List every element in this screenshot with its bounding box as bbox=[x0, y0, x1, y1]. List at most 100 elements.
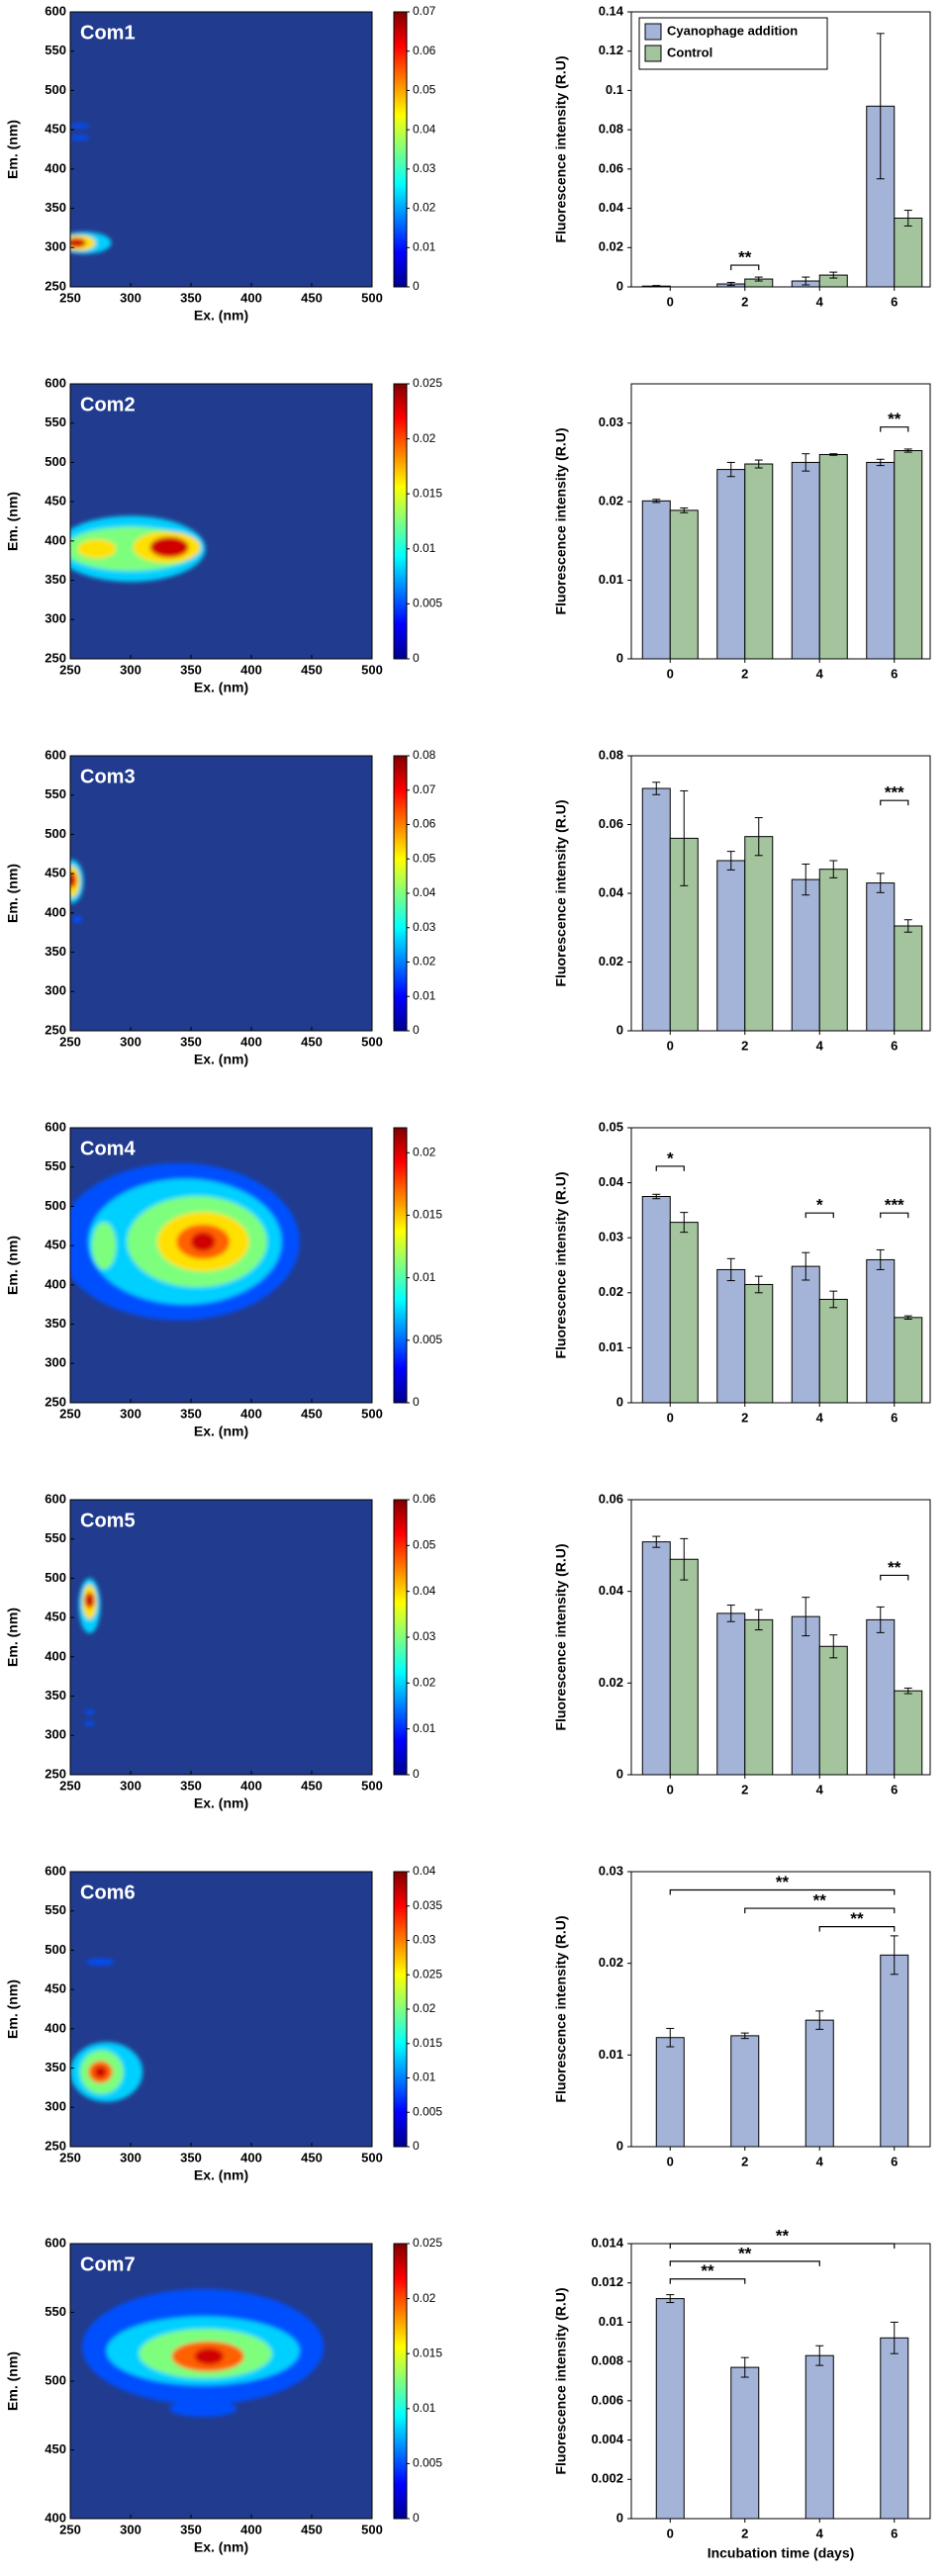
component-label: Com1 bbox=[80, 22, 136, 44]
bar-y-tick-label: 0 bbox=[616, 1022, 623, 1037]
bar-y-tick-label: 0 bbox=[616, 1766, 623, 1781]
eem-blob bbox=[94, 2066, 107, 2078]
bar-y-tick-label: 0 bbox=[616, 278, 623, 293]
bar-y-axis-title: Fluorescence intensity (R.U) bbox=[553, 2287, 569, 2474]
significance-bracket bbox=[804, 1212, 834, 1219]
bar bbox=[744, 1283, 774, 1404]
bar-y-tick-label: 0.14 bbox=[599, 3, 624, 18]
map-y-tick-label: 550 bbox=[45, 2304, 66, 2319]
colorbar-tick-label: 0.02 bbox=[413, 431, 436, 445]
colorbar-tick-label: 0.01 bbox=[413, 2401, 436, 2415]
colorbar-tick-label: 0.02 bbox=[413, 1676, 436, 1690]
colorbar-tick-label: 0.01 bbox=[413, 1270, 436, 1284]
colorbar bbox=[393, 1871, 408, 2148]
bar-chart-frame bbox=[630, 383, 931, 660]
significance-label: ** bbox=[738, 2244, 752, 2262]
bar-x-tick-label: 0 bbox=[667, 1038, 674, 1053]
bar-x-tick-label: 0 bbox=[667, 1410, 674, 1425]
bar-x-tick-label: 6 bbox=[891, 1410, 898, 1425]
bar-x-tick-label: 0 bbox=[667, 2154, 674, 2168]
map-x-tick-label: 500 bbox=[361, 1034, 383, 1049]
colorbar-tick-label: 0.01 bbox=[413, 239, 436, 253]
map-y-tick-label: 400 bbox=[45, 160, 66, 175]
map-x-tick-label: 500 bbox=[361, 1406, 383, 1421]
eem-blob bbox=[149, 536, 189, 558]
bar bbox=[894, 218, 923, 288]
colorbar-tick-label: 0.01 bbox=[413, 1721, 436, 1735]
map-y-axis-title: Em. (nm) bbox=[5, 120, 21, 179]
bar-y-axis-title: Fluorescence intensity (R.U) bbox=[553, 799, 569, 986]
bar bbox=[818, 453, 848, 660]
bar bbox=[641, 1541, 671, 1776]
colorbar bbox=[393, 1127, 408, 1404]
colorbar-tick-label: 0 bbox=[413, 2511, 420, 2525]
colorbar-tick-label: 0.02 bbox=[413, 2001, 436, 2015]
bar bbox=[818, 1645, 848, 1776]
bar-x-tick-label: 0 bbox=[667, 666, 674, 681]
eem-map-blobs bbox=[70, 1162, 300, 1321]
bar-y-tick-label: 0.12 bbox=[599, 43, 623, 57]
map-y-tick-label: 350 bbox=[45, 944, 66, 959]
eem-map-background bbox=[70, 756, 372, 1031]
bar bbox=[880, 2337, 909, 2520]
bar-y-tick-label: 0.01 bbox=[599, 2047, 623, 2062]
map-x-tick-label: 300 bbox=[120, 662, 142, 677]
bar-x-tick-label: 2 bbox=[741, 2154, 748, 2168]
map-x-tick-label: 250 bbox=[59, 290, 81, 305]
bar-x-tick-label: 2 bbox=[741, 666, 748, 681]
significance-label: *** bbox=[885, 1196, 904, 1215]
bar-y-tick-label: 0.01 bbox=[599, 2314, 623, 2329]
map-y-tick-label: 500 bbox=[45, 454, 66, 469]
bar bbox=[716, 469, 746, 660]
colorbar-tick-label: 0.06 bbox=[413, 44, 436, 57]
map-x-tick-label: 350 bbox=[180, 2150, 202, 2164]
bar-y-tick-label: 0.002 bbox=[591, 2471, 623, 2486]
bar-x-tick-label: 2 bbox=[741, 2526, 748, 2540]
eem-map-background bbox=[70, 1500, 372, 1775]
map-x-tick-label: 300 bbox=[120, 1778, 142, 1793]
component-label: Com7 bbox=[80, 2254, 136, 2275]
eem-blob bbox=[70, 135, 90, 140]
map-y-tick-label: 450 bbox=[45, 494, 66, 508]
map-x-tick-label: 350 bbox=[180, 662, 202, 677]
map-y-tick-label: 350 bbox=[45, 1688, 66, 1702]
bar-y-tick-label: 0.03 bbox=[599, 1230, 623, 1244]
colorbar-tick-label: 0.01 bbox=[413, 541, 436, 555]
bar bbox=[669, 1222, 699, 1404]
eem-map-frame bbox=[69, 1127, 373, 1404]
significance-bracket bbox=[669, 1888, 896, 1895]
bar-x-tick-label: 4 bbox=[816, 666, 824, 681]
bar-y-axis-title: Fluorescence intensity (R.U) bbox=[553, 1543, 569, 1730]
map-x-tick-label: 500 bbox=[361, 662, 383, 677]
bar bbox=[655, 2037, 685, 2148]
map-x-tick-label: 350 bbox=[180, 290, 202, 305]
significance-bracket bbox=[880, 426, 909, 432]
map-y-tick-label: 600 bbox=[45, 1491, 66, 1506]
bar-x-tick-label: 2 bbox=[741, 1038, 748, 1053]
map-x-tick-label: 300 bbox=[120, 1406, 142, 1421]
map-x-tick-label: 350 bbox=[180, 2522, 202, 2536]
significance-bracket bbox=[744, 1907, 896, 1914]
eem-map-background bbox=[70, 1872, 372, 2147]
map-y-tick-label: 550 bbox=[45, 1158, 66, 1173]
bar-y-tick-label: 0.02 bbox=[599, 239, 623, 254]
bar bbox=[866, 1618, 896, 1776]
map-y-tick-label: 550 bbox=[45, 786, 66, 801]
map-y-tick-label: 400 bbox=[45, 2510, 66, 2525]
bar-x-tick-label: 0 bbox=[667, 2526, 674, 2540]
bar bbox=[866, 461, 896, 660]
map-y-tick-label: 400 bbox=[45, 1276, 66, 1291]
map-x-tick-label: 400 bbox=[240, 1778, 262, 1793]
bar-y-tick-label: 0 bbox=[616, 2510, 623, 2525]
map-y-tick-label: 500 bbox=[45, 1570, 66, 1585]
eem-map-frame bbox=[69, 1871, 373, 2148]
bar-y-tick-label: 0.06 bbox=[599, 160, 623, 175]
bar-y-tick-label: 0.01 bbox=[599, 572, 623, 587]
bar-chart-frame bbox=[630, 1499, 931, 1776]
colorbar-tick-label: 0.035 bbox=[413, 1898, 442, 1912]
bar-x-tick-label: 0 bbox=[667, 294, 674, 309]
map-x-tick-label: 300 bbox=[120, 2522, 142, 2536]
map-y-tick-label: 600 bbox=[45, 1119, 66, 1134]
